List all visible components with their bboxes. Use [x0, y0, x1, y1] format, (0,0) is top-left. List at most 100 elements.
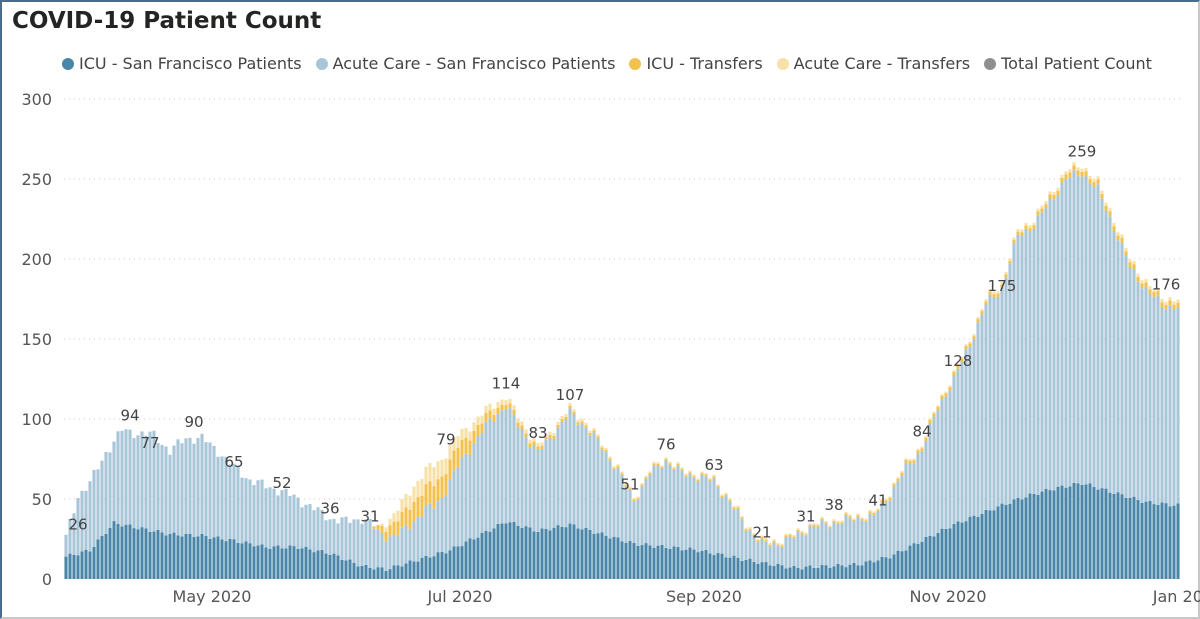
bar-segment: [548, 434, 552, 438]
legend-item-icu-transfers[interactable]: ICU - Transfers: [629, 54, 763, 73]
bar-segment: [448, 479, 452, 551]
data-label: 31: [796, 507, 815, 525]
bar-segment: [1144, 501, 1148, 579]
bar-segment: [168, 533, 172, 579]
y-tick-label: 0: [42, 570, 52, 589]
bar-segment: [340, 517, 344, 560]
bar-segment: [676, 465, 680, 548]
data-label: 107: [556, 386, 585, 404]
bar-segment: [852, 519, 856, 522]
bar-segment: [808, 524, 812, 527]
bar-segment: [540, 528, 544, 579]
bar-segment: [656, 462, 660, 464]
bar-segment: [1020, 235, 1024, 500]
bar-segment: [628, 541, 632, 579]
bar-segment: [780, 545, 784, 547]
bar-segment: [116, 524, 120, 579]
bar-segment: [408, 560, 412, 579]
data-label: 41: [868, 491, 887, 509]
bar-segment: [404, 563, 408, 579]
bar-segment: [596, 438, 600, 534]
bar-segment: [712, 476, 716, 478]
bar-segment: [1100, 198, 1104, 489]
bar-segment: [888, 496, 892, 498]
bar-segment: [456, 436, 460, 449]
bar-segment: [768, 546, 772, 566]
bar-segment: [320, 509, 324, 551]
bar-segment: [784, 568, 788, 579]
legend-item-acute-sf[interactable]: Acute Care - San Francisco Patients: [315, 54, 615, 73]
bar-segment: [764, 538, 768, 540]
bar-segment: [796, 529, 800, 532]
bar-segment: [1012, 499, 1016, 579]
bar-segment: [496, 407, 500, 415]
bar-segment: [1072, 170, 1076, 483]
bar-segment: [348, 559, 352, 579]
bar-segment: [516, 525, 520, 579]
bar-segment: [596, 533, 600, 579]
bar-segment: [976, 317, 980, 320]
bar-segment: [956, 363, 960, 366]
bar-segment: [160, 532, 164, 579]
bar-segment: [1088, 183, 1092, 484]
bar-segment: [880, 498, 884, 501]
bar-segment: [992, 297, 996, 511]
bar-segment: [364, 564, 368, 579]
y-tick-label: 100: [21, 410, 52, 429]
bar-segment: [532, 531, 536, 579]
bar-segment: [1160, 502, 1164, 579]
bar-segment: [416, 561, 420, 579]
bar-segment: [556, 525, 560, 579]
bar-segment: [772, 540, 776, 543]
bar-segment: [692, 549, 696, 579]
bar-segment: [488, 531, 492, 579]
bar-segment: [560, 526, 564, 579]
bar-segment: [1176, 307, 1180, 504]
bar-segment: [724, 495, 728, 558]
legend-item-total[interactable]: Total Patient Count: [984, 54, 1152, 73]
bar-segment: [180, 536, 184, 579]
bar-segment: [240, 477, 244, 544]
bar-segment: [540, 442, 544, 446]
bar-segment: [964, 345, 968, 350]
bar-segment: [936, 405, 940, 407]
bar-segment: [80, 490, 84, 552]
bar-segment: [960, 358, 964, 363]
bar-segment: [1140, 502, 1144, 579]
bar-segment: [908, 545, 912, 579]
legend-item-icu-sf[interactable]: ICU - San Francisco Patients: [62, 54, 302, 73]
bar-segment: [548, 530, 552, 579]
bar-segment: [228, 538, 232, 579]
bar-segment: [1048, 191, 1052, 195]
bar-segment: [460, 428, 464, 440]
legend-label: ICU - Transfers: [646, 54, 763, 73]
bar-segment: [796, 567, 800, 579]
y-tick-label: 150: [21, 330, 52, 349]
bar-segment: [1172, 301, 1176, 305]
bar-segment: [272, 488, 276, 547]
bar-segment: [716, 484, 720, 487]
bar-segment: [876, 560, 880, 579]
bar-segment: [1020, 229, 1024, 233]
bar-segment: [336, 555, 340, 579]
bar-segment: [392, 513, 396, 522]
bar-segment: [200, 533, 204, 579]
bar-segment: [704, 474, 708, 477]
legend-item-acute-transfers[interactable]: Acute Care - Transfers: [776, 54, 970, 73]
y-tick-label: 50: [32, 490, 52, 509]
bar-segment: [816, 523, 820, 526]
bar-segment: [952, 523, 956, 579]
bar-segment: [400, 498, 404, 512]
bar-segment: [532, 437, 536, 442]
data-label: 175: [988, 277, 1017, 295]
bar-segment: [1012, 243, 1016, 500]
bar-segment: [788, 534, 792, 537]
bar-segment: [768, 543, 772, 545]
bar-segment: [672, 546, 676, 579]
bar-segment: [400, 527, 404, 567]
bar-segment: [736, 557, 740, 579]
bar-segment: [144, 435, 148, 529]
bar-segment: [552, 527, 556, 579]
bar-segment: [508, 522, 512, 579]
bar-segment: [1092, 178, 1096, 183]
